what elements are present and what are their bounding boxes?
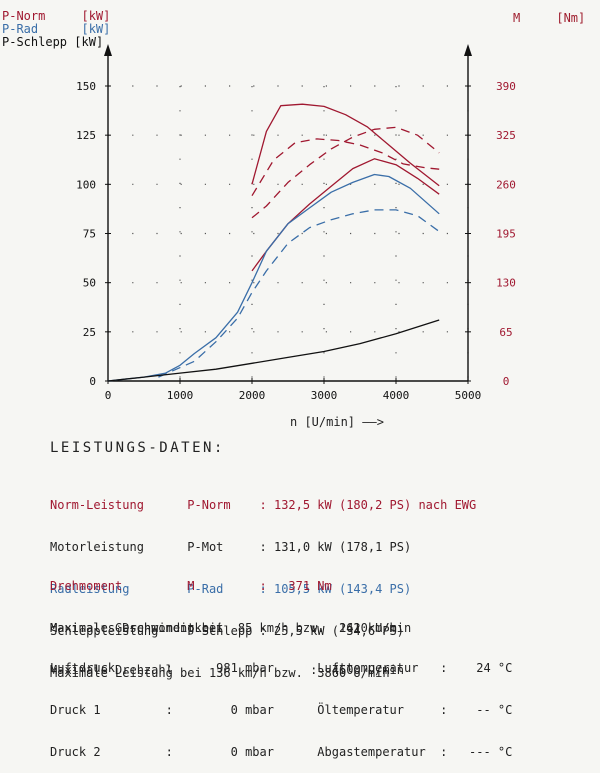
right-tick-label: 260 [496,178,516,191]
report-row-motor: Motorleistung P-Mot : 131,0 kW (178,1 PS… [50,540,412,554]
left-tick-label: 50 [83,277,96,290]
report-row-norm: Norm-Leistung P-Norm : 132,5 kW (180,2 P… [50,498,477,512]
x-tick-label: 2000 [239,389,266,402]
report-row-rad: Radleistung P-Rad : 105,5 kW (143,4 PS) [50,582,412,596]
chart-series [107,103,440,382]
legend-item-p-norm: P-Norm [kW] [2,9,111,23]
report-row-max-torque: Maximales Drehmoment bei 85 km/h bzw. 24… [50,621,412,635]
right-tick-label: 195 [496,228,516,241]
x-tick-label: 4000 [383,389,410,402]
chart-legend: P-Norm [kW] P-Rad [kW] P-Schlepp [kW] [2,10,110,49]
series-line-p-rad [107,173,440,382]
x-axis-ticks: 0 1000 2000 3000 4000 5000 [105,378,482,402]
right-tick-label: 0 [503,375,510,388]
x-tick-label: 3000 [311,389,338,402]
right-tick-label: 130 [496,277,516,290]
left-tick-label: 0 [89,375,96,388]
series-line-p-schlepp [107,319,440,382]
right-axis-arrow [464,44,472,56]
torque-data-block: Drehmoment M : 371 Nm Maximales Drehmome… [50,551,411,649]
series-line-p-rad-dashed [158,209,440,378]
series-line-m-dashed [251,138,440,197]
environment-data-block: Luftdruck : 981 mbar Lufttemperatur : 24… [50,633,512,773]
power-torque-chart: 0 25 50 75 100 125 150 0 65 130 195 260 325 390 0 100… [76,44,516,429]
left-axis-ticks: 0 25 50 75 100 125 150 [76,80,111,388]
x-tick-label: 5000 [455,389,482,402]
series-line-p-norm [251,158,440,272]
right-tick-label: 390 [496,80,516,93]
x-tick-label: 1000 [167,389,194,402]
report-row-torque: Drehmoment M : 371 Nm [50,579,332,593]
right-axis-ticks: 0 65 130 195 260 325 390 [465,80,516,388]
report-row-pressure-2: Druck 2 : 0 mbar Abgastemperatur : --- °… [50,745,513,759]
right-tick-label: 65 [499,326,512,339]
left-tick-label: 150 [76,80,96,93]
left-tick-label: 75 [83,228,96,241]
chart-axes [104,44,472,382]
series-line-m [251,103,440,187]
series-line-p-mot [251,126,440,219]
report-title: LEISTUNGS-DATEN: [50,440,225,456]
left-tick-label: 100 [76,178,96,191]
x-tick-label: 0 [105,389,112,402]
chart-grid [108,85,469,381]
report-row-pressure-1: Druck 1 : 0 mbar Öltemperatur : -- °C [50,703,513,717]
left-axis-arrow [104,44,112,56]
report-row-pressure: Luftdruck : 981 mbar Lufttemperatur : 24… [50,661,513,675]
report-row-schlepp: Schleppleistung P-Schlepp : 25,5 kW ( 34… [50,624,405,638]
left-tick-label: 125 [76,129,96,142]
right-tick-label: 325 [496,129,516,142]
x-axis-label: n [U/min] ——> [290,415,384,429]
legend-item-p-schlepp: P-Schlepp [kW] [2,35,104,49]
report-row-max-speed: Maximale Geschwindigkeit : 162 km/h [50,621,397,635]
left-tick-label: 25 [83,326,96,339]
torque-legend: M [Nm] [513,11,586,25]
legend-item-p-rad: P-Rad [kW] [2,22,111,36]
